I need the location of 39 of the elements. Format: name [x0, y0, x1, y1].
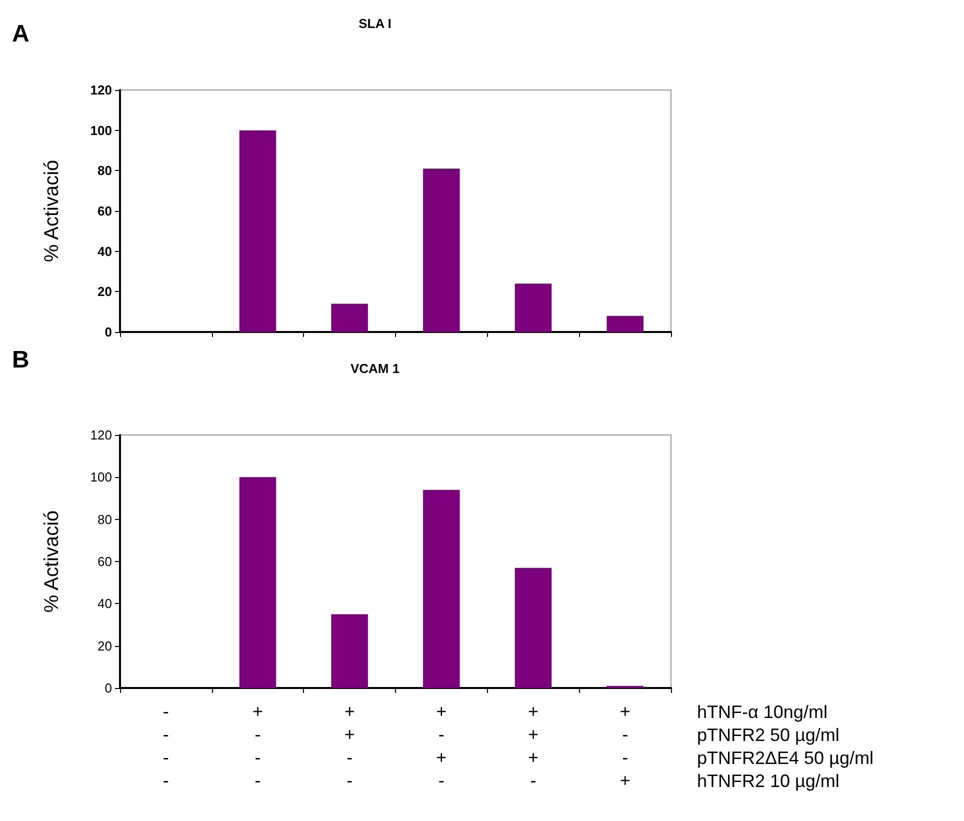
x-tick-label: + + - -: [344, 702, 355, 790]
y-tick-label: 20: [98, 638, 112, 654]
chart-title: VCAM 1: [350, 361, 400, 376]
text: pTNFR2ΔE4 50 µg/ml: [697, 748, 874, 768]
x-tick-label: + - + -: [436, 702, 447, 790]
y-tick-label: 0: [104, 680, 112, 696]
y-tick-label: 0: [104, 324, 112, 340]
bar: [514, 568, 552, 688]
y-tick-label: 60: [98, 204, 112, 218]
y-tick-label: 100: [90, 122, 112, 138]
bar: [331, 614, 368, 688]
bar: [423, 490, 460, 688]
y-tick-label: 120: [90, 82, 112, 98]
y-tick-label: 20: [98, 284, 112, 300]
y-axis-title: % Activació: [41, 160, 63, 262]
x-tick-label: + + + -: [528, 702, 539, 790]
x-tick-label: - - - -: [162, 702, 169, 790]
bar: [423, 168, 460, 332]
bar: [606, 316, 644, 332]
y-tick-label: 80: [98, 512, 112, 527]
y-tick-label: 40: [98, 596, 112, 612]
text: hTNF-α 10ng/ml: [697, 702, 828, 722]
text: hTNFR2 10 µg/ml: [697, 771, 840, 791]
y-axis-title: % Activació: [41, 510, 63, 613]
y-tick-label: 80: [98, 163, 112, 178]
bar: [331, 304, 368, 332]
bar: [239, 477, 276, 688]
bar: [514, 284, 552, 332]
y-tick-label: 100: [90, 470, 112, 485]
text: pTNFR2 50 µg/ml: [697, 725, 840, 745]
y-tick-label: 40: [98, 244, 112, 259]
y-tick-label: 60: [98, 554, 112, 569]
y-tick-label: 120: [90, 428, 112, 442]
x-tick-label: + - - -: [252, 702, 264, 790]
text: B: [12, 346, 30, 374]
bar: [239, 130, 276, 332]
chart-title: SLA I: [358, 16, 392, 31]
x-tick-label: + - - +: [620, 702, 630, 790]
text: A: [12, 20, 30, 48]
